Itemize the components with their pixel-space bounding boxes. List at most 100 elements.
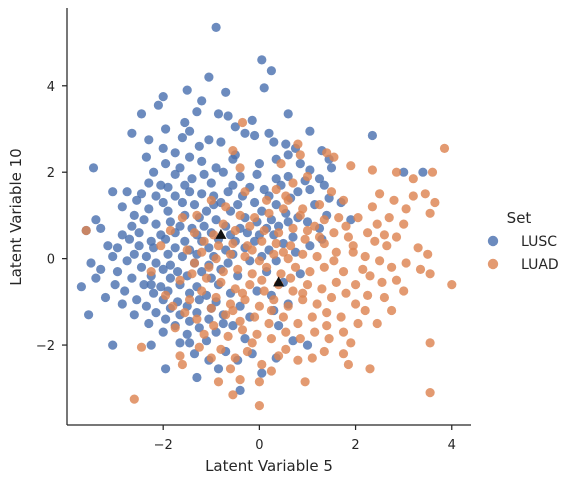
data-point-luad — [228, 305, 238, 316]
data-point-lusc — [91, 215, 101, 225]
data-point-luad — [365, 364, 375, 374]
data-point-lusc — [283, 217, 293, 227]
data-point-luad — [329, 228, 339, 238]
data-point-luad — [319, 262, 329, 272]
legend-label-lusc: LUSC — [521, 234, 557, 250]
data-point-lusc — [367, 130, 377, 141]
data-point-luad — [288, 286, 298, 296]
data-point-luad — [290, 262, 301, 272]
data-point-luad — [201, 273, 212, 283]
data-point-luad — [206, 353, 216, 363]
centroid-markers — [215, 228, 285, 287]
y-tick-label: 4 — [47, 80, 55, 95]
data-point-lusc — [250, 236, 260, 246]
data-point-lusc — [165, 260, 175, 270]
data-point-luad — [161, 290, 171, 300]
data-point-luad — [194, 342, 204, 352]
data-point-luad — [391, 275, 402, 285]
data-point-luad — [264, 208, 274, 218]
data-point-luad — [209, 230, 219, 240]
data-point-luad — [300, 377, 310, 387]
data-point-luad — [266, 334, 276, 344]
data-point-lusc — [199, 169, 209, 179]
data-point-luad — [286, 273, 296, 283]
data-point-lusc — [305, 241, 315, 251]
data-point-lusc — [117, 230, 127, 240]
data-point-lusc — [139, 280, 149, 290]
data-point-luad — [271, 238, 281, 249]
data-point-lusc — [254, 159, 264, 169]
data-point-lusc — [187, 174, 197, 184]
data-point-luad — [314, 200, 325, 210]
data-point-lusc — [144, 135, 154, 145]
data-point-lusc — [108, 187, 118, 197]
data-point-lusc — [158, 327, 168, 337]
data-point-luad — [237, 288, 248, 298]
data-point-luad — [351, 299, 361, 309]
data-point-lusc — [247, 115, 257, 125]
data-point-luad — [348, 247, 358, 257]
data-point-luad — [425, 338, 435, 348]
data-point-luad — [312, 299, 322, 309]
data-point-lusc — [233, 200, 243, 210]
data-point-luad — [338, 195, 349, 205]
data-point-lusc — [134, 241, 144, 251]
data-point-luad — [221, 202, 231, 212]
data-point-luad — [365, 271, 375, 281]
data-point-lusc — [149, 167, 159, 177]
data-point-luad — [254, 256, 264, 266]
data-point-lusc — [117, 202, 127, 212]
data-point-luad — [331, 277, 341, 287]
data-point-luad — [293, 139, 303, 149]
data-point-lusc — [252, 169, 262, 179]
data-point-luad — [156, 241, 166, 251]
data-point-luad — [175, 275, 185, 285]
data-point-luad — [360, 251, 370, 262]
data-point-lusc — [240, 334, 250, 344]
data-point-luad — [218, 267, 228, 277]
data-point-lusc — [204, 243, 214, 253]
data-point-luad — [341, 221, 351, 231]
data-point-luad — [351, 280, 361, 290]
data-point-lusc — [108, 340, 118, 350]
data-point-luad — [225, 249, 236, 259]
data-point-lusc — [218, 167, 228, 177]
data-point-lusc — [278, 238, 288, 249]
data-point-lusc — [153, 100, 163, 110]
data-point-lusc — [264, 128, 274, 138]
data-point-lusc — [158, 197, 168, 208]
data-point-lusc — [136, 109, 147, 119]
data-point-lusc — [346, 215, 356, 225]
data-point-lusc — [163, 206, 173, 216]
data-point-luad — [197, 247, 207, 257]
data-point-luad — [278, 204, 288, 214]
data-point-luad — [379, 292, 389, 303]
data-point-luad — [228, 238, 238, 249]
data-point-luad — [177, 359, 187, 370]
data-point-lusc — [250, 197, 260, 208]
data-point-luad — [319, 215, 329, 225]
data-point-luad — [199, 236, 209, 246]
data-point-luad — [204, 262, 214, 272]
data-point-lusc — [156, 180, 166, 190]
data-point-luad — [387, 262, 397, 272]
data-point-lusc — [144, 318, 154, 329]
data-point-luad — [314, 232, 325, 242]
data-point-luad — [259, 286, 269, 296]
data-point-luad — [319, 346, 329, 357]
data-point-luad — [216, 344, 226, 354]
data-point-lusc — [218, 318, 228, 329]
data-point-luad — [317, 284, 327, 294]
data-point-luad — [372, 318, 382, 329]
data-point-lusc — [129, 310, 139, 320]
data-point-lusc — [274, 221, 284, 231]
data-point-lusc — [146, 280, 156, 290]
data-point-lusc — [103, 241, 113, 251]
data-point-lusc — [211, 215, 221, 225]
data-point-luad — [233, 264, 243, 274]
data-point-lusc — [223, 258, 233, 268]
data-point-lusc — [146, 340, 156, 350]
data-point-lusc — [117, 299, 127, 309]
data-point-lusc — [240, 128, 250, 138]
x-tick-label: −2 — [154, 438, 173, 453]
